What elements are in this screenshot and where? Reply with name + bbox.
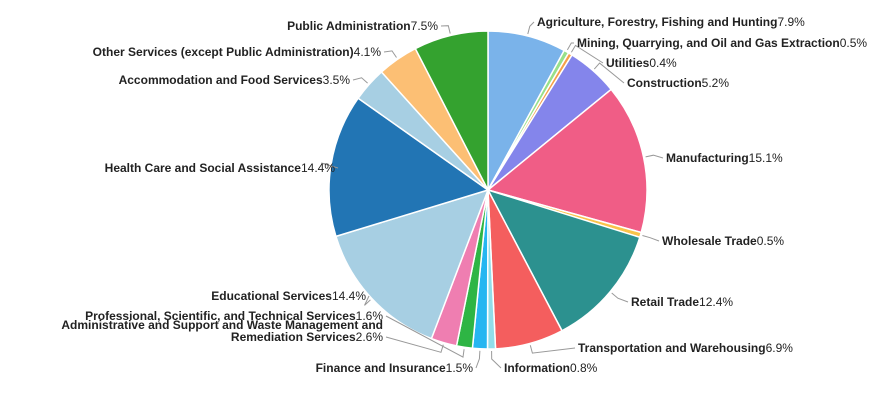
leader-line-accommodation-and-food-services bbox=[352, 77, 368, 84]
leader-line-transportation-and-warehousing bbox=[529, 345, 576, 354]
slice-public-administration[interactable] bbox=[414, 30, 489, 191]
slice-label-mining-quarrying-and-oil-and-gas-extraction: Mining, Quarrying, and Oil and Gas Extra… bbox=[577, 36, 867, 50]
leader-lines bbox=[321, 21, 664, 369]
slice-label-accommodation-and-food-services: Accommodation and Food Services3.5% bbox=[119, 73, 351, 87]
leader-line-retail-trade bbox=[611, 292, 629, 303]
leader-line-public-administration bbox=[440, 25, 451, 34]
slice-manufacturing[interactable] bbox=[486, 88, 648, 234]
slice-label-transportation-and-warehousing: Transportation and Warehousing6.9% bbox=[578, 341, 793, 355]
leader-line-utilities bbox=[570, 44, 604, 64]
slice-label-agriculture-forestry-fishing-and-hunting: Agriculture, Forestry, Fishing and Hunti… bbox=[537, 15, 805, 29]
slice-label-construction: Construction5.2% bbox=[627, 76, 729, 90]
slice-label-utilities: Utilities0.4% bbox=[606, 56, 677, 70]
leader-line-finance-and-insurance bbox=[475, 350, 481, 369]
leader-line-administrative-and-support-and-waste-management-and-remediation-services bbox=[385, 336, 444, 353]
slice-label-public-administration: Public Administration7.5% bbox=[287, 19, 438, 33]
leader-line-educational-services bbox=[364, 295, 371, 306]
leader-line-construction bbox=[593, 62, 625, 84]
leader-line-professional-scientific-and-technical-services bbox=[385, 315, 465, 358]
leader-line-wholesale-trade bbox=[642, 235, 660, 242]
pie-slices bbox=[328, 30, 648, 350]
slice-labels: Agriculture, Forestry, Fishing and Hunti… bbox=[61, 15, 867, 375]
slice-label-wholesale-trade: Wholesale Trade0.5% bbox=[662, 234, 784, 248]
leader-line-other-services-except-public-administration bbox=[383, 50, 397, 58]
slice-label-educational-services: Educational Services14.4% bbox=[211, 289, 366, 303]
slice-label-information: Information0.8% bbox=[504, 361, 598, 375]
slice-health-care-and-social-assistance[interactable] bbox=[328, 97, 490, 238]
leader-line-mining-quarrying-and-oil-and-gas-extraction bbox=[566, 42, 574, 51]
leader-line-health-care-and-social-assistance bbox=[321, 162, 339, 169]
leader-line-agriculture-forestry-fishing-and-hunting bbox=[527, 21, 535, 35]
slice-label-administrative-and-support-and-waste-management-and-remediation-services: Administrative and Support and Waste Man… bbox=[61, 318, 383, 344]
slice-label-finance-and-insurance: Finance and Insurance1.5% bbox=[316, 361, 474, 375]
slice-label-retail-trade: Retail Trade12.4% bbox=[631, 295, 733, 309]
leader-line-information bbox=[491, 350, 502, 369]
slice-label-other-services-except-public-administration: Other Services (except Public Administra… bbox=[93, 45, 382, 59]
slice-label-health-care-and-social-assistance: Health Care and Social Assistance14.4% bbox=[105, 161, 336, 175]
slice-label-professional-scientific-and-technical-services: Professional, Scientific, and Technical … bbox=[85, 309, 383, 323]
slice-label-manufacturing: Manufacturing15.1% bbox=[666, 151, 783, 165]
slice-retail-trade[interactable] bbox=[486, 188, 641, 332]
leader-line-manufacturing bbox=[645, 154, 664, 159]
